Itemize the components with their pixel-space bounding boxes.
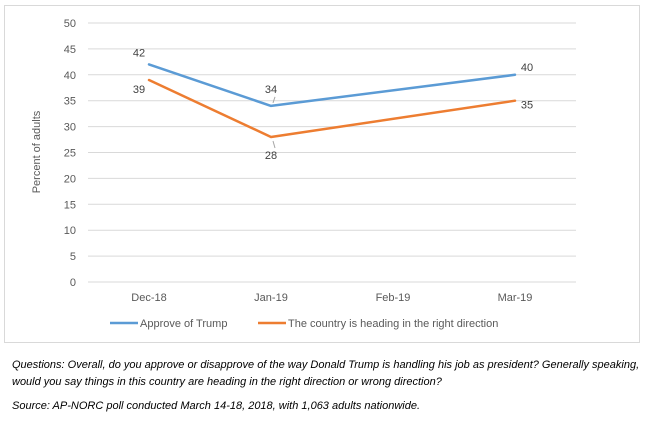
data-label-series-2: 28 — [265, 150, 277, 162]
source-note: Source: AP-NORC poll conducted March 14-… — [12, 400, 421, 412]
y-tick-label: 45 — [64, 44, 76, 56]
y-axis-ticks: 0 5 10 15 20 25 30 35 40 45 50 — [64, 18, 76, 289]
data-label-series-2: 39 — [133, 84, 145, 96]
legend-label-1: Approve of Trump — [140, 318, 227, 330]
y-tick-label: 20 — [64, 173, 76, 185]
legend: Approve of Trump The country is heading i… — [110, 318, 498, 330]
gridlines — [88, 22, 576, 283]
data-labels: 42 34 40 39 28 35 — [133, 47, 533, 162]
x-tick-label: Jan-19 — [254, 292, 288, 304]
y-tick-label: 15 — [64, 199, 76, 211]
x-tick-label: Feb-19 — [376, 292, 411, 304]
y-tick-label: 30 — [64, 122, 76, 134]
questions-note: Questions: Overall, do you approve or di… — [12, 359, 640, 388]
data-label-series-1: 40 — [521, 62, 533, 74]
data-label-series-1: 42 — [133, 47, 145, 59]
line-chart: 0 5 10 15 20 25 30 35 40 45 50 Dec-18 Jan-19 Feb-19 M… — [31, 18, 576, 330]
x-tick-label: Dec-18 — [131, 292, 166, 304]
y-tick-label: 10 — [64, 225, 76, 237]
x-tick-label: Mar-19 — [498, 292, 533, 304]
data-label-series-2: 35 — [521, 100, 533, 112]
x-axis-ticks: Dec-18 Jan-19 Feb-19 Mar-19 — [131, 292, 532, 304]
y-tick-label: 35 — [64, 96, 76, 108]
data-label-series-1: 34 — [265, 84, 277, 96]
y-tick-label: 40 — [64, 70, 76, 82]
y-tick-label: 0 — [70, 277, 76, 289]
y-tick-label: 25 — [64, 148, 76, 160]
data-label-leader — [272, 140, 276, 149]
series-line-1 — [147, 63, 517, 108]
y-axis-title: Percent of adults — [31, 110, 43, 193]
series-lines — [147, 63, 517, 139]
y-tick-label: 50 — [64, 18, 76, 30]
series-line-2 — [147, 78, 517, 139]
y-tick-label: 5 — [70, 251, 76, 263]
legend-label-2: The country is heading in the right dire… — [288, 318, 498, 330]
data-label-leader — [272, 96, 276, 104]
chart-frame — [4, 5, 640, 343]
